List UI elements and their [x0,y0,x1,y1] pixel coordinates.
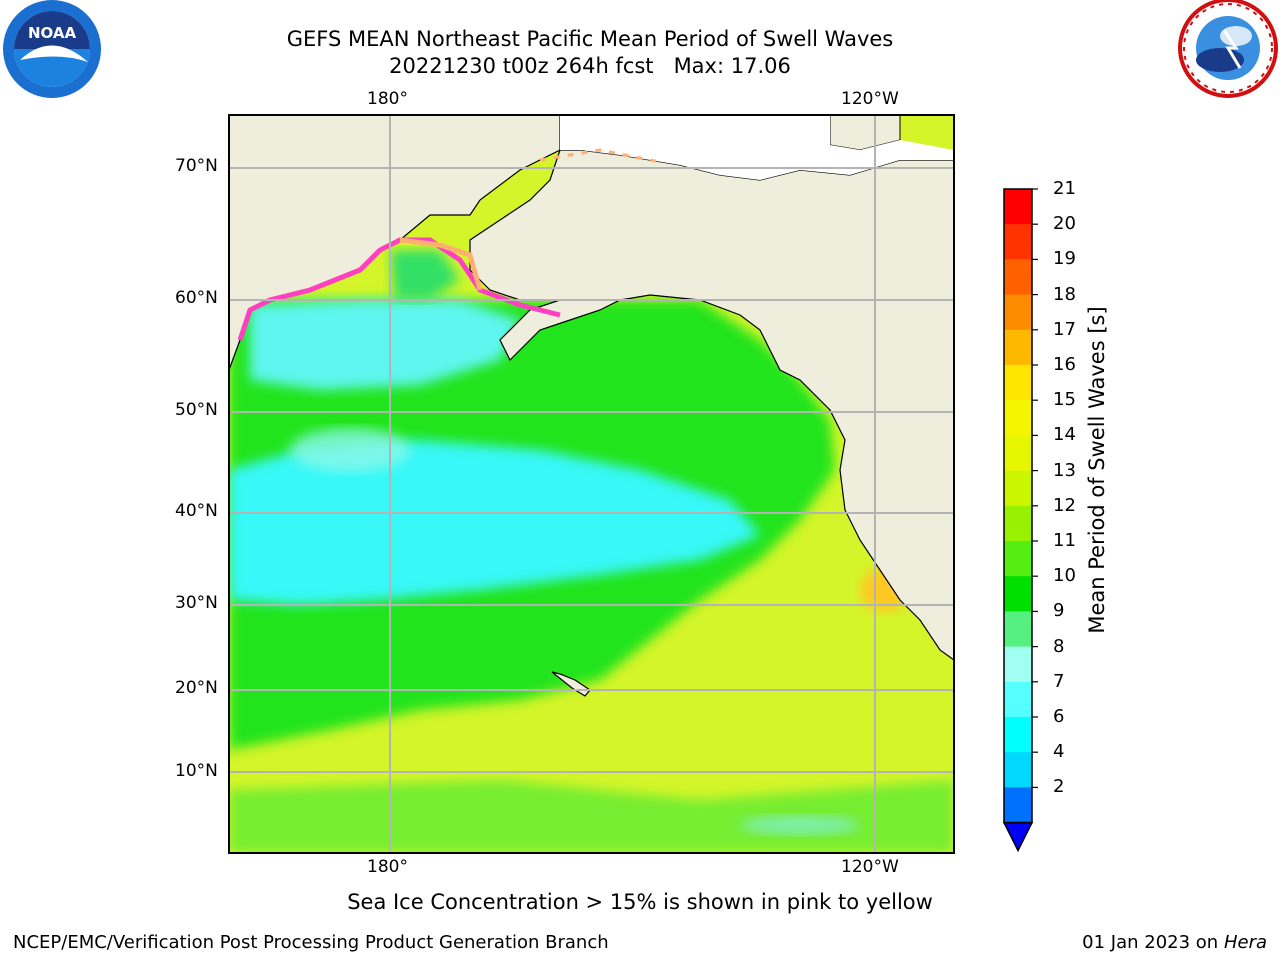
colorbar-segment [1004,400,1032,436]
colorbar-tick-label: 2 [1053,776,1065,798]
lat-label-30n: 30°N [175,593,218,613]
colorbar-tick-label: 15 [1053,389,1076,411]
nws-logo [1178,0,1278,98]
colorbar-tick-label: 10 [1053,565,1076,587]
map-frame [228,114,955,854]
colorbar-tick-label: 9 [1053,600,1065,622]
colorbar [1002,188,1038,853]
colorbar-segment [1004,259,1032,296]
footer-date-text: 01 Jan 2023 on [1082,932,1224,953]
map-subtitle: 20221230 t00z 264h fcst Max: 17.06 [389,54,791,78]
colorbar-segment [1004,646,1032,683]
lat-label-40n: 40°N [175,501,218,521]
colorbar-tick-label: 17 [1053,318,1076,340]
colorbar-segment [1004,470,1032,507]
colorbar-segment [1004,752,1032,788]
colorbar-tick-label: 6 [1053,706,1065,727]
colorbar-tick-label: 21 [1053,178,1076,199]
colorbar-segment [1004,541,1032,577]
lat-label-10n: 10°N [175,761,218,781]
colorbar-tick-label: 8 [1053,635,1065,657]
colorbar-segment [1004,611,1032,648]
lat-label-20n: 20°N [175,678,218,698]
colorbar-segment [1004,435,1032,472]
colorbar-segment [1004,576,1032,612]
footer-date: 01 Jan 2023 on Hera [1082,932,1267,953]
colorbar-tick-label: 19 [1053,248,1076,270]
map-title: GEFS MEAN Northeast Pacific Mean Period … [286,27,894,51]
lon-label-top-180: 180° [367,89,408,109]
sea-ice-caption: Sea Ice Concentration > 15% is shown in … [347,890,933,914]
noaa-logo-text: NOAA [28,24,77,42]
south-green-band [229,780,954,853]
colorbar-segment [1004,681,1032,718]
colorbar-tick-label: 12 [1053,494,1076,516]
lat-label-70n: 70°N [175,156,218,176]
map-area [229,115,954,853]
colorbar-tick-label: 4 [1053,741,1065,763]
colorbar-segment [1004,365,1032,401]
colorbar-tick-label: 13 [1053,459,1076,481]
footer-host: Hera [1223,932,1267,953]
colorbar-tick-label: 16 [1053,354,1076,375]
colorbar-tick-label: 11 [1053,530,1076,551]
short-period-region [229,440,760,605]
colorbar-segment [1004,189,1032,225]
lon-label-bottom-180: 180° [367,857,408,877]
colorbar-label: Mean Period of Swell Waves [s] [1085,306,1109,634]
footer-credit: NCEP/EMC/Verification Post Processing Pr… [13,932,609,953]
colorbar-tick-label: 18 [1053,283,1076,305]
colorbar-segment [1004,224,1032,260]
graticule [229,115,954,853]
north-cyan-region [250,300,520,390]
lat-label-50n: 50°N [175,400,218,420]
colorbar-segment [1004,717,1032,753]
colorbar-segment [1004,329,1032,366]
colorbar-tick-label: 7 [1053,670,1065,692]
noaa-logo: NOAA [3,0,101,98]
lon-label-top-120w: 120°W [841,89,899,109]
colorbar-segment [1004,787,1032,824]
colorbar-tick-label: 14 [1053,424,1076,446]
lat-label-60n: 60°N [175,288,218,308]
colorbar-segment [1004,294,1032,331]
lon-label-bottom-120w: 120°W [841,857,899,877]
colorbar-tick-label: 20 [1053,213,1076,235]
colorbar-extend-triangle [1002,821,1034,853]
colorbar-segment [1004,505,1032,542]
